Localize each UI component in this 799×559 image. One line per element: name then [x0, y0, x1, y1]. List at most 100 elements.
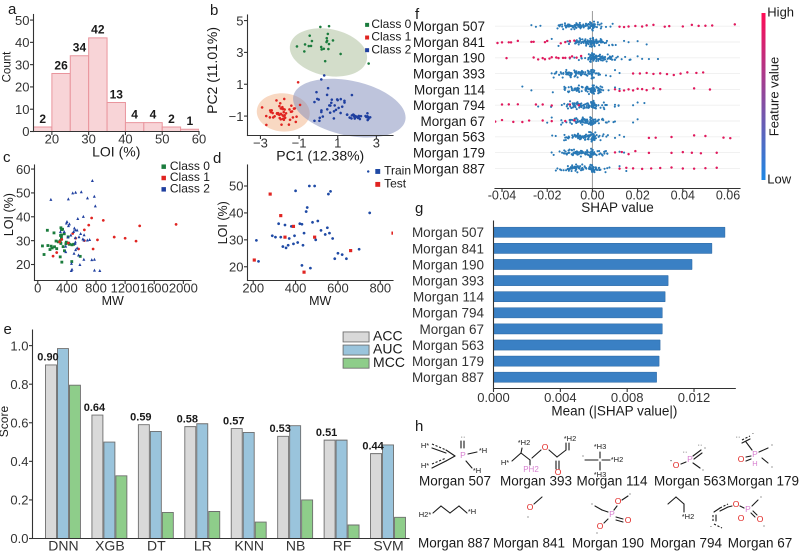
svg-text:P: P	[687, 454, 693, 464]
svg-text:1.0: 1.0	[10, 338, 28, 353]
svg-text:Morgan 190: Morgan 190	[412, 257, 484, 272]
svg-text:Class 2: Class 2	[371, 42, 411, 56]
svg-text:2: 2	[39, 112, 46, 126]
svg-text:0.008: 0.008	[611, 390, 644, 405]
svg-text:f: f	[415, 6, 420, 23]
svg-text:Class 0: Class 0	[371, 17, 411, 31]
svg-text:0.53: 0.53	[269, 423, 290, 435]
svg-text:0.004: 0.004	[544, 390, 577, 405]
svg-text:a: a	[8, 1, 17, 18]
svg-text:O: O	[615, 496, 622, 506]
svg-text:Morgan 507: Morgan 507	[419, 473, 491, 488]
svg-text:LOI (%): LOI (%)	[92, 143, 140, 159]
svg-text:H*: H*	[421, 461, 429, 470]
svg-text:50: 50	[229, 179, 243, 194]
svg-text:Morgan 393: Morgan 393	[412, 273, 484, 288]
svg-text:MW: MW	[102, 294, 124, 308]
svg-text:0.000: 0.000	[477, 390, 510, 405]
svg-text:Morgan 794: Morgan 794	[650, 535, 723, 550]
svg-text:4: 4	[150, 107, 157, 121]
svg-text:Morgan 67: Morgan 67	[728, 535, 793, 550]
svg-text:400: 400	[285, 280, 307, 295]
svg-text:-0.04: -0.04	[488, 189, 517, 203]
svg-text:NB: NB	[286, 538, 305, 554]
svg-text:40: 40	[16, 209, 30, 224]
svg-text:60: 60	[192, 131, 206, 146]
svg-text:*H: *H	[473, 466, 481, 475]
svg-text:Morgan 841: Morgan 841	[493, 535, 565, 550]
svg-text:3: 3	[236, 45, 243, 60]
svg-text:·: ·	[763, 520, 766, 530]
svg-text:Class 0: Class 0	[170, 159, 210, 173]
svg-text:Morgan 67: Morgan 67	[420, 114, 485, 129]
svg-text:0: 0	[34, 280, 41, 295]
svg-text:0.2: 0.2	[10, 493, 28, 508]
svg-text:Train: Train	[384, 164, 411, 178]
svg-text:-0.02: -0.02	[533, 189, 562, 203]
svg-text:O: O	[673, 460, 680, 470]
svg-text:Morgan 67: Morgan 67	[419, 322, 484, 337]
svg-text:Morgan 841: Morgan 841	[413, 35, 485, 50]
svg-text:Morgan 563: Morgan 563	[412, 338, 484, 353]
svg-text:O: O	[625, 515, 632, 525]
svg-text:PH2: PH2	[523, 465, 539, 474]
svg-text:Morgan 563: Morgan 563	[413, 130, 485, 145]
svg-text:Morgan 507: Morgan 507	[413, 19, 485, 34]
svg-text:30: 30	[15, 57, 29, 72]
svg-text:Low: Low	[767, 171, 791, 186]
svg-text:0.04: 0.04	[671, 189, 695, 203]
svg-text:Class 2: Class 2	[170, 181, 210, 195]
svg-text:Class 1: Class 1	[371, 30, 411, 44]
svg-text:g: g	[415, 200, 423, 217]
svg-text:P: P	[745, 504, 751, 514]
svg-text:*H3: *H3	[594, 470, 607, 479]
svg-text:0.64: 0.64	[84, 402, 106, 414]
svg-text:*H2: *H2	[564, 434, 577, 443]
svg-text:DNN: DNN	[48, 538, 78, 554]
svg-text:DT: DT	[147, 538, 166, 554]
svg-text:10: 10	[15, 102, 29, 117]
svg-text:0: 0	[22, 124, 29, 139]
svg-text:*H2: *H2	[682, 512, 695, 521]
svg-text:30: 30	[81, 131, 95, 146]
svg-text:3: 3	[373, 135, 380, 150]
svg-text:Mean (|SHAP value|): Mean (|SHAP value|)	[551, 403, 677, 418]
svg-text:Morgan 794: Morgan 794	[413, 98, 486, 113]
svg-text:LOI (%): LOI (%)	[216, 201, 230, 244]
svg-text:400: 400	[56, 280, 78, 295]
svg-text:40: 40	[229, 206, 243, 221]
svg-text:0.06: 0.06	[716, 189, 740, 203]
svg-text:*H3: *H3	[594, 442, 607, 451]
svg-text:Morgan 190: Morgan 190	[413, 51, 485, 66]
svg-text:30: 30	[229, 233, 243, 248]
svg-text:·: ·	[760, 491, 763, 501]
svg-text:1: 1	[236, 77, 243, 92]
svg-text:0.012: 0.012	[678, 390, 711, 405]
svg-text:SHAP value: SHAP value	[581, 200, 654, 215]
svg-text:60: 60	[16, 162, 30, 177]
svg-text:O: O	[738, 513, 745, 523]
svg-text:800: 800	[85, 280, 107, 295]
svg-text:0.57: 0.57	[223, 415, 244, 427]
svg-text:XGB: XGB	[95, 538, 125, 554]
svg-text:Morgan 179: Morgan 179	[412, 354, 484, 369]
svg-text:26: 26	[54, 58, 68, 72]
svg-text:40: 40	[15, 35, 29, 50]
svg-text:2: 2	[168, 112, 175, 126]
svg-text:·: ·	[710, 522, 713, 531]
svg-text:Morgan 114: Morgan 114	[413, 290, 485, 305]
svg-text:Morgan 887: Morgan 887	[418, 535, 490, 550]
svg-text:34: 34	[73, 40, 87, 54]
svg-text:800: 800	[369, 280, 391, 295]
svg-text:Morgan 563: Morgan 563	[654, 473, 726, 488]
svg-text:0.0: 0.0	[10, 531, 28, 546]
svg-text:O: O	[733, 499, 740, 509]
svg-text:0.90: 0.90	[37, 352, 58, 364]
svg-text:Morgan 393: Morgan 393	[413, 66, 485, 81]
svg-text:·: ·	[629, 488, 632, 498]
svg-text:·: ·	[527, 511, 530, 521]
svg-text:0.58: 0.58	[177, 413, 198, 425]
svg-text:Morgan 887: Morgan 887	[412, 370, 484, 385]
svg-text:·: ·	[752, 429, 755, 438]
svg-text:-: -	[670, 458, 673, 465]
